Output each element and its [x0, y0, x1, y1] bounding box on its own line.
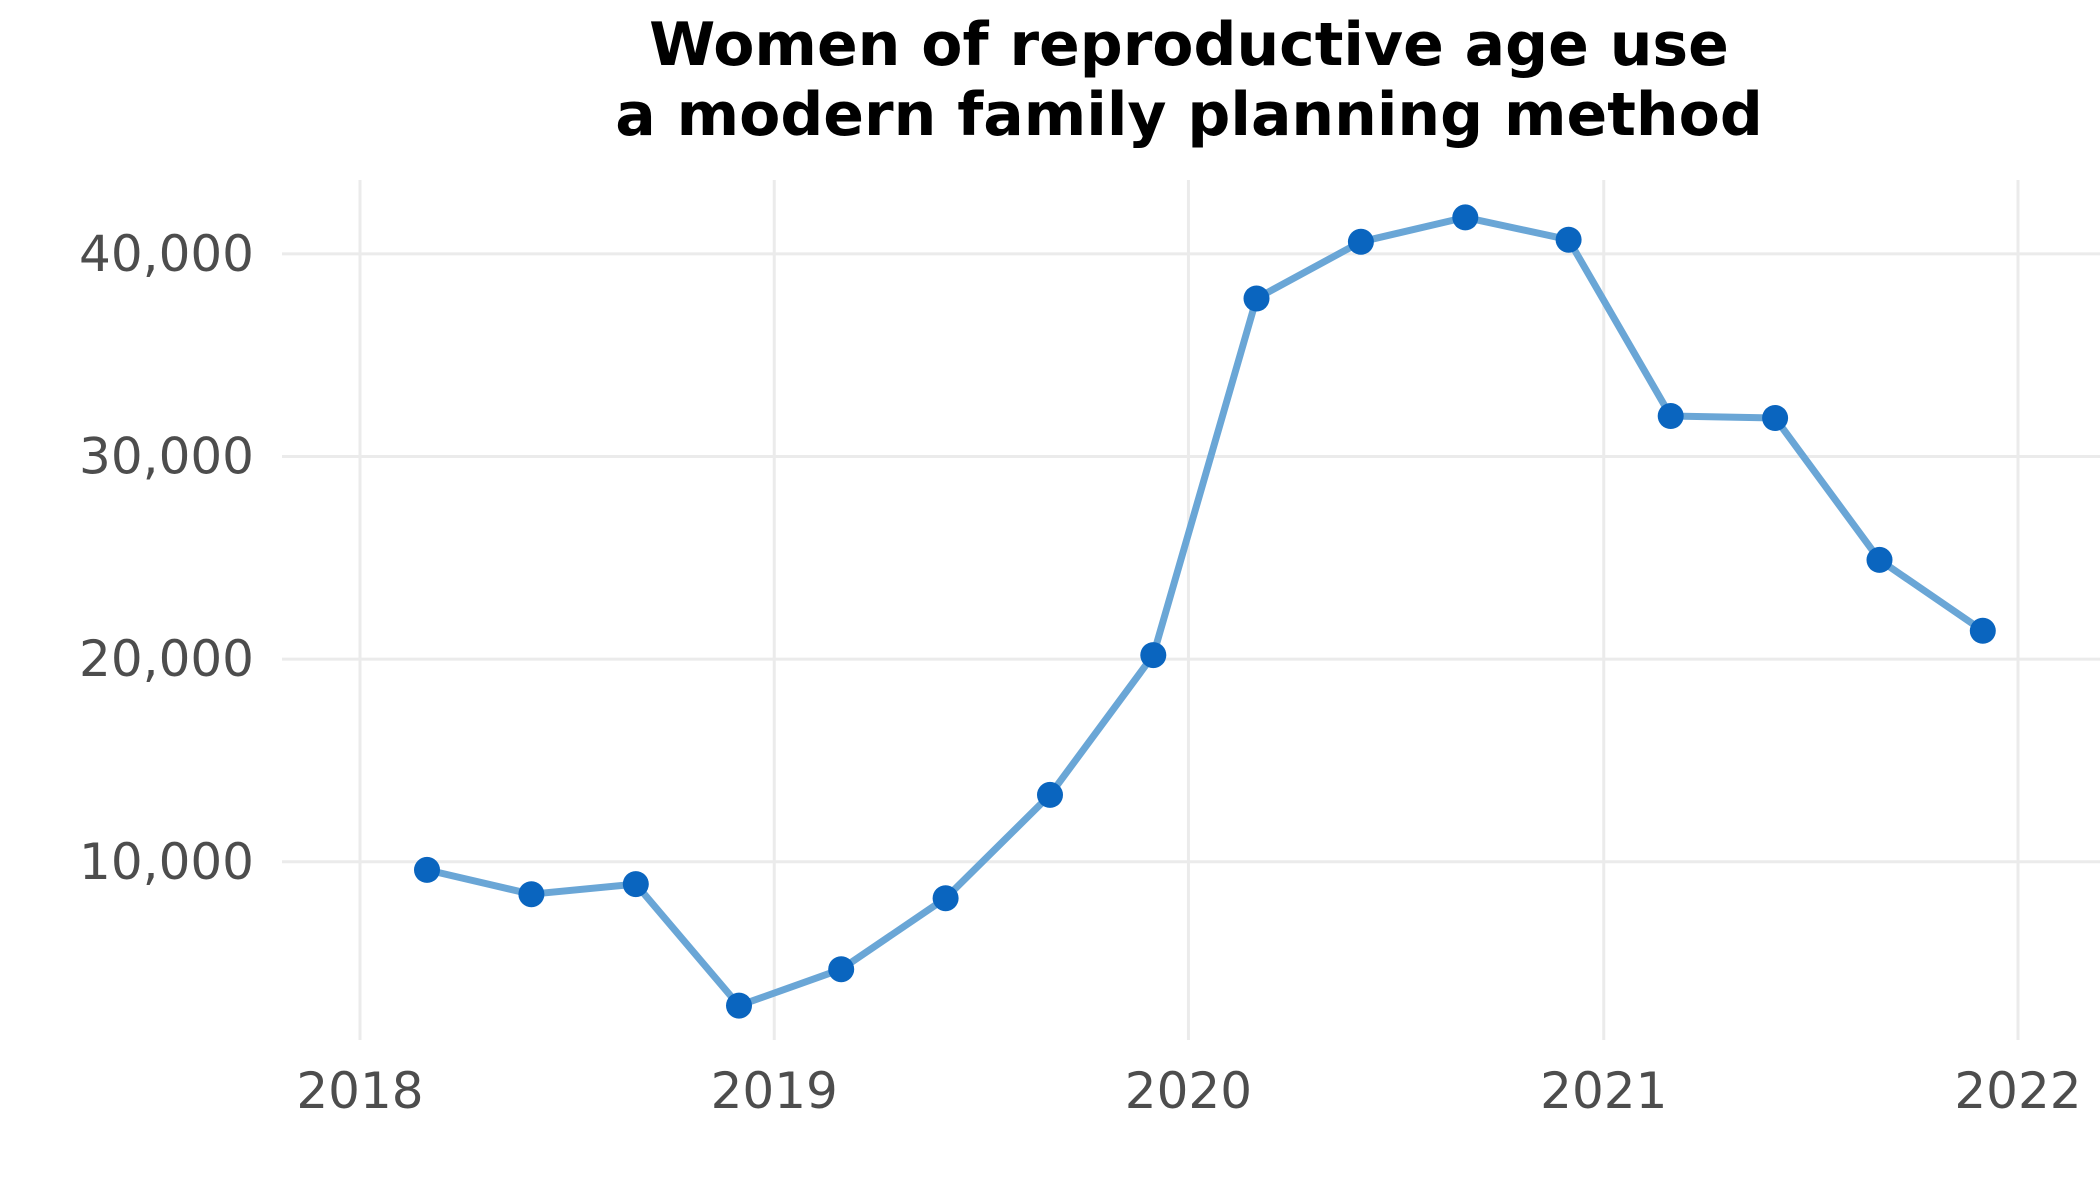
x-axis-tick-labels: 2018 2019 2020 2021 2022 — [296, 1062, 2081, 1120]
x-tick-label-2020: 2020 — [1125, 1062, 1252, 1120]
data-point-2018-09-01 — [622, 871, 649, 898]
data-point-2020-12-01 — [1555, 226, 1582, 253]
data-point-2019-06-01 — [932, 885, 959, 912]
vertical-gridlines — [358, 180, 2020, 1040]
y-tick-label-20000: 20,000 — [79, 630, 254, 688]
x-tick-label-2022: 2022 — [1954, 1062, 2081, 1120]
data-point-2021-09-01 — [1866, 546, 1893, 573]
data-point-2021-12-01 — [1969, 617, 1996, 644]
chart-title-line-1: Women of reproductive age use — [649, 10, 1729, 80]
series-points — [414, 204, 1996, 1019]
data-point-2021-06-01 — [1762, 405, 1789, 431]
y-tick-label-40000: 40,000 — [79, 225, 254, 283]
series-line-0 — [423, 213, 1987, 1010]
data-point-2020-06-01 — [1347, 228, 1374, 255]
data-point-2021-03-01 — [1657, 403, 1684, 429]
y-axis-tick-labels: 10,000 20,000 30,000 40,000 — [79, 225, 254, 891]
x-tick-label-2018: 2018 — [296, 1062, 423, 1120]
data-point-2020-09-01 — [1452, 204, 1479, 231]
chart-title: Women of reproductive age use a modern f… — [489, 10, 1889, 150]
y-tick-label-10000: 10,000 — [79, 833, 254, 891]
data-point-2019-03-01 — [828, 956, 855, 983]
data-point-2020-03-01 — [1243, 285, 1270, 312]
x-tick-label-2019: 2019 — [711, 1062, 838, 1120]
data-point-2018-06-01 — [518, 881, 545, 908]
horizontal-gridlines — [282, 252, 2100, 864]
x-tick-label-2021: 2021 — [1540, 1062, 1667, 1120]
data-point-2018-03-01 — [414, 856, 440, 883]
series-lines — [423, 213, 1987, 1010]
y-tick-label-30000: 30,000 — [79, 428, 254, 486]
data-point-2019-12-01 — [1140, 642, 1167, 669]
data-point-2019-09-01 — [1037, 781, 1063, 808]
chart-title-line-2: a modern family planning method — [615, 80, 1763, 150]
data-point-2018-12-01 — [726, 992, 752, 1019]
